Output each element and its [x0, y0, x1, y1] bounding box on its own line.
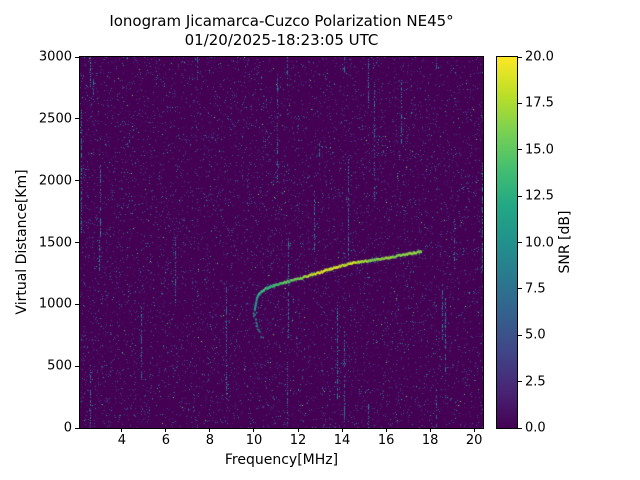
- colorbar-gradient: [497, 57, 517, 428]
- x-tick-mark: [341, 428, 343, 432]
- y-tick-label: 2000: [38, 173, 72, 189]
- colorbar-tick-label: 15.0: [525, 142, 554, 158]
- y-tick-mark: [75, 303, 79, 305]
- y-tick-mark: [75, 427, 79, 429]
- x-tick-label: 18: [421, 433, 439, 448]
- y-tick-mark: [75, 242, 79, 243]
- y-tick-label: 1000: [38, 296, 72, 312]
- colorbar-tick-label: 20.0: [525, 49, 554, 65]
- x-tick-mark: [429, 428, 431, 432]
- y-tick-label: 0: [63, 420, 72, 436]
- colorbar-tick-label: 2.5: [525, 374, 546, 390]
- colorbar-tick-mark: [518, 102, 522, 104]
- colorbar-tick-mark: [518, 242, 522, 243]
- y-tick-mark: [75, 365, 79, 367]
- chart-title: Ionogram Jicamarca-Cuzco Polarization NE…: [80, 12, 483, 50]
- x-tick-mark: [209, 428, 211, 432]
- colorbar-tick-mark: [518, 288, 522, 290]
- x-tick-label: 20: [465, 433, 483, 448]
- x-tick-label: 8: [205, 433, 215, 448]
- x-tick-label: 6: [161, 433, 171, 448]
- y-tick-mark: [75, 56, 79, 58]
- colorbar-tick-label: 17.5: [525, 95, 554, 111]
- ionogram-heatmap-canvas: [80, 57, 483, 428]
- x-axis-label: Frequency[MHz]: [224, 452, 339, 468]
- colorbar-tick-label: 10.0: [525, 235, 554, 250]
- colorbar-tick-label: 7.5: [525, 281, 546, 297]
- y-tick-label: 1500: [38, 235, 72, 250]
- y-axis-label: Virtual Distance[Km]: [14, 169, 30, 315]
- x-tick-label: 14: [333, 433, 351, 448]
- x-tick-label: 10: [245, 433, 263, 448]
- y-tick-label: 500: [47, 358, 72, 374]
- chart-title-line2: 01/20/2025-18:23:05 UTC: [184, 31, 379, 49]
- colorbar-tick-mark: [518, 149, 522, 151]
- y-tick-mark: [75, 118, 79, 120]
- colorbar-tick-mark: [518, 195, 522, 197]
- colorbar-label: SNR [dB]: [557, 210, 573, 274]
- x-tick-mark: [385, 428, 387, 432]
- x-tick-label: 4: [117, 433, 126, 448]
- y-tick-label: 3000: [38, 49, 72, 65]
- colorbar-tick-mark: [518, 381, 522, 383]
- y-tick-label: 2500: [38, 111, 72, 127]
- x-tick-label: 16: [377, 433, 395, 448]
- x-tick-mark: [297, 428, 299, 432]
- colorbar-tick-label: 5.0: [525, 327, 546, 343]
- x-tick-mark: [165, 428, 167, 432]
- colorbar-tick-mark: [518, 56, 522, 58]
- x-tick-mark: [121, 428, 123, 432]
- chart-title-line1: Ionogram Jicamarca-Cuzco Polarization NE…: [109, 12, 454, 30]
- x-tick-label: 12: [289, 433, 307, 448]
- colorbar-tick-label: 12.5: [525, 188, 554, 204]
- colorbar-tick-mark: [518, 334, 522, 336]
- colorbar-tick-mark: [518, 427, 522, 429]
- colorbar: [496, 56, 518, 429]
- x-tick-mark: [473, 428, 475, 432]
- y-tick-mark: [75, 180, 79, 182]
- plot-area: [79, 56, 484, 429]
- colorbar-tick-label: 0.0: [525, 420, 546, 436]
- x-tick-mark: [253, 428, 255, 432]
